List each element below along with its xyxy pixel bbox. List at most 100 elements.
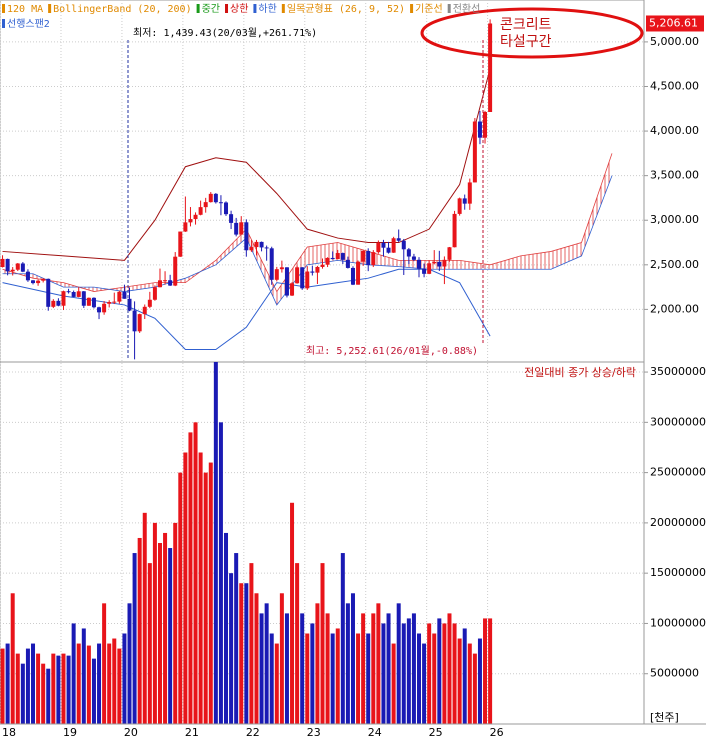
x-tick-label: 19 xyxy=(63,726,77,739)
candle-body xyxy=(335,253,340,260)
candle-body xyxy=(86,297,91,306)
candle-body xyxy=(406,249,411,257)
volume-bar xyxy=(452,623,457,724)
volume-bar xyxy=(188,432,193,724)
volume-bar xyxy=(208,462,213,724)
unit-label: [천주] xyxy=(650,710,679,724)
candle-body xyxy=(244,222,249,251)
volume-bar xyxy=(224,532,229,724)
volume-bar xyxy=(61,653,66,724)
y-tick-label: 3,000.00 xyxy=(650,213,699,226)
volume-bar xyxy=(417,633,422,724)
legend-label: 상한 xyxy=(230,3,248,15)
candle-body xyxy=(127,298,132,311)
candle-body xyxy=(376,242,381,253)
volume-bar xyxy=(477,638,482,724)
legend-label: 120 MA xyxy=(7,4,43,15)
candle-body xyxy=(330,257,335,260)
volume-bar xyxy=(15,653,20,724)
candle-body xyxy=(396,238,401,241)
volume-bar xyxy=(411,613,416,724)
legend-label: 선행스팬2 xyxy=(7,18,50,30)
candle-body xyxy=(386,247,391,253)
legend-swatch xyxy=(196,4,200,13)
candle-body xyxy=(310,271,315,273)
volume-bar xyxy=(437,618,442,724)
candle-body xyxy=(51,300,56,307)
candle-body xyxy=(97,307,102,313)
legend-label: 중간 xyxy=(202,3,220,15)
legend-swatch xyxy=(2,19,5,28)
x-tick-label: 25 xyxy=(429,726,443,739)
candle-body xyxy=(208,193,213,203)
plot-layer xyxy=(0,0,644,724)
candle-body xyxy=(259,241,264,248)
x-tick-label: 21 xyxy=(185,726,199,739)
candle-body xyxy=(417,259,422,269)
volume-bar xyxy=(284,613,289,724)
candle-body xyxy=(173,256,178,286)
candle-body xyxy=(107,301,112,304)
legend-label: 하한 xyxy=(258,2,276,15)
volume-bar xyxy=(97,643,102,724)
candle-body xyxy=(350,267,355,285)
y-tick-label: 4,000.00 xyxy=(650,124,699,137)
candle-body xyxy=(46,278,51,307)
candle-body xyxy=(422,268,427,274)
volume-bar xyxy=(168,548,173,724)
volume-bar xyxy=(203,472,208,724)
candle-body xyxy=(168,280,173,286)
volume-bar xyxy=(25,648,30,724)
volume-bar xyxy=(290,502,295,724)
volume-bar xyxy=(51,653,56,724)
volume-bar xyxy=(300,613,305,724)
x-tick-label: 18 xyxy=(2,726,16,739)
candle-body xyxy=(356,261,361,285)
volume-bar xyxy=(422,643,427,724)
volume-bar xyxy=(254,593,259,724)
candle-body xyxy=(305,271,310,289)
candle-body xyxy=(152,287,157,300)
legend-swatch xyxy=(253,4,257,13)
volume-bar xyxy=(305,633,310,724)
volume-bar xyxy=(234,553,239,724)
volume-bar xyxy=(147,563,152,724)
candle-body xyxy=(290,283,295,296)
volume-bar xyxy=(295,563,300,724)
volume-bar xyxy=(279,593,284,724)
volume-bar xyxy=(41,663,46,724)
candle-body xyxy=(178,231,183,257)
candle-body xyxy=(427,263,432,274)
volume-bar xyxy=(310,623,315,724)
volume-bar xyxy=(350,593,355,724)
volume-bar xyxy=(462,628,467,724)
candle-body xyxy=(224,202,229,215)
legend-swatch xyxy=(281,4,285,13)
candle-body xyxy=(452,213,457,248)
volume-bar xyxy=(142,512,147,724)
volume-bar xyxy=(488,618,493,724)
candle-body xyxy=(264,247,269,249)
volume-bar xyxy=(152,522,157,724)
y-tick-label: 30000000 xyxy=(650,415,706,428)
volume-bar xyxy=(71,623,76,724)
volume-bar xyxy=(117,648,122,724)
x-tick-label: 23 xyxy=(307,726,321,739)
candle-body xyxy=(381,242,386,248)
candle-body xyxy=(193,214,198,220)
annotation: 타설구간 xyxy=(500,34,552,50)
volume-bar xyxy=(244,583,249,724)
volume-bar xyxy=(249,563,254,724)
volume-bar xyxy=(386,613,391,724)
legend-label: 기준선 xyxy=(415,3,443,15)
volume-bar xyxy=(381,623,386,724)
volume-bar xyxy=(264,603,269,724)
candle-body xyxy=(325,257,330,265)
volume-bar xyxy=(5,643,10,724)
candle-body xyxy=(41,278,46,281)
volume-bar xyxy=(132,553,137,724)
volume-bar xyxy=(102,603,107,724)
volume-bar xyxy=(401,623,406,724)
candle-body xyxy=(483,111,488,138)
